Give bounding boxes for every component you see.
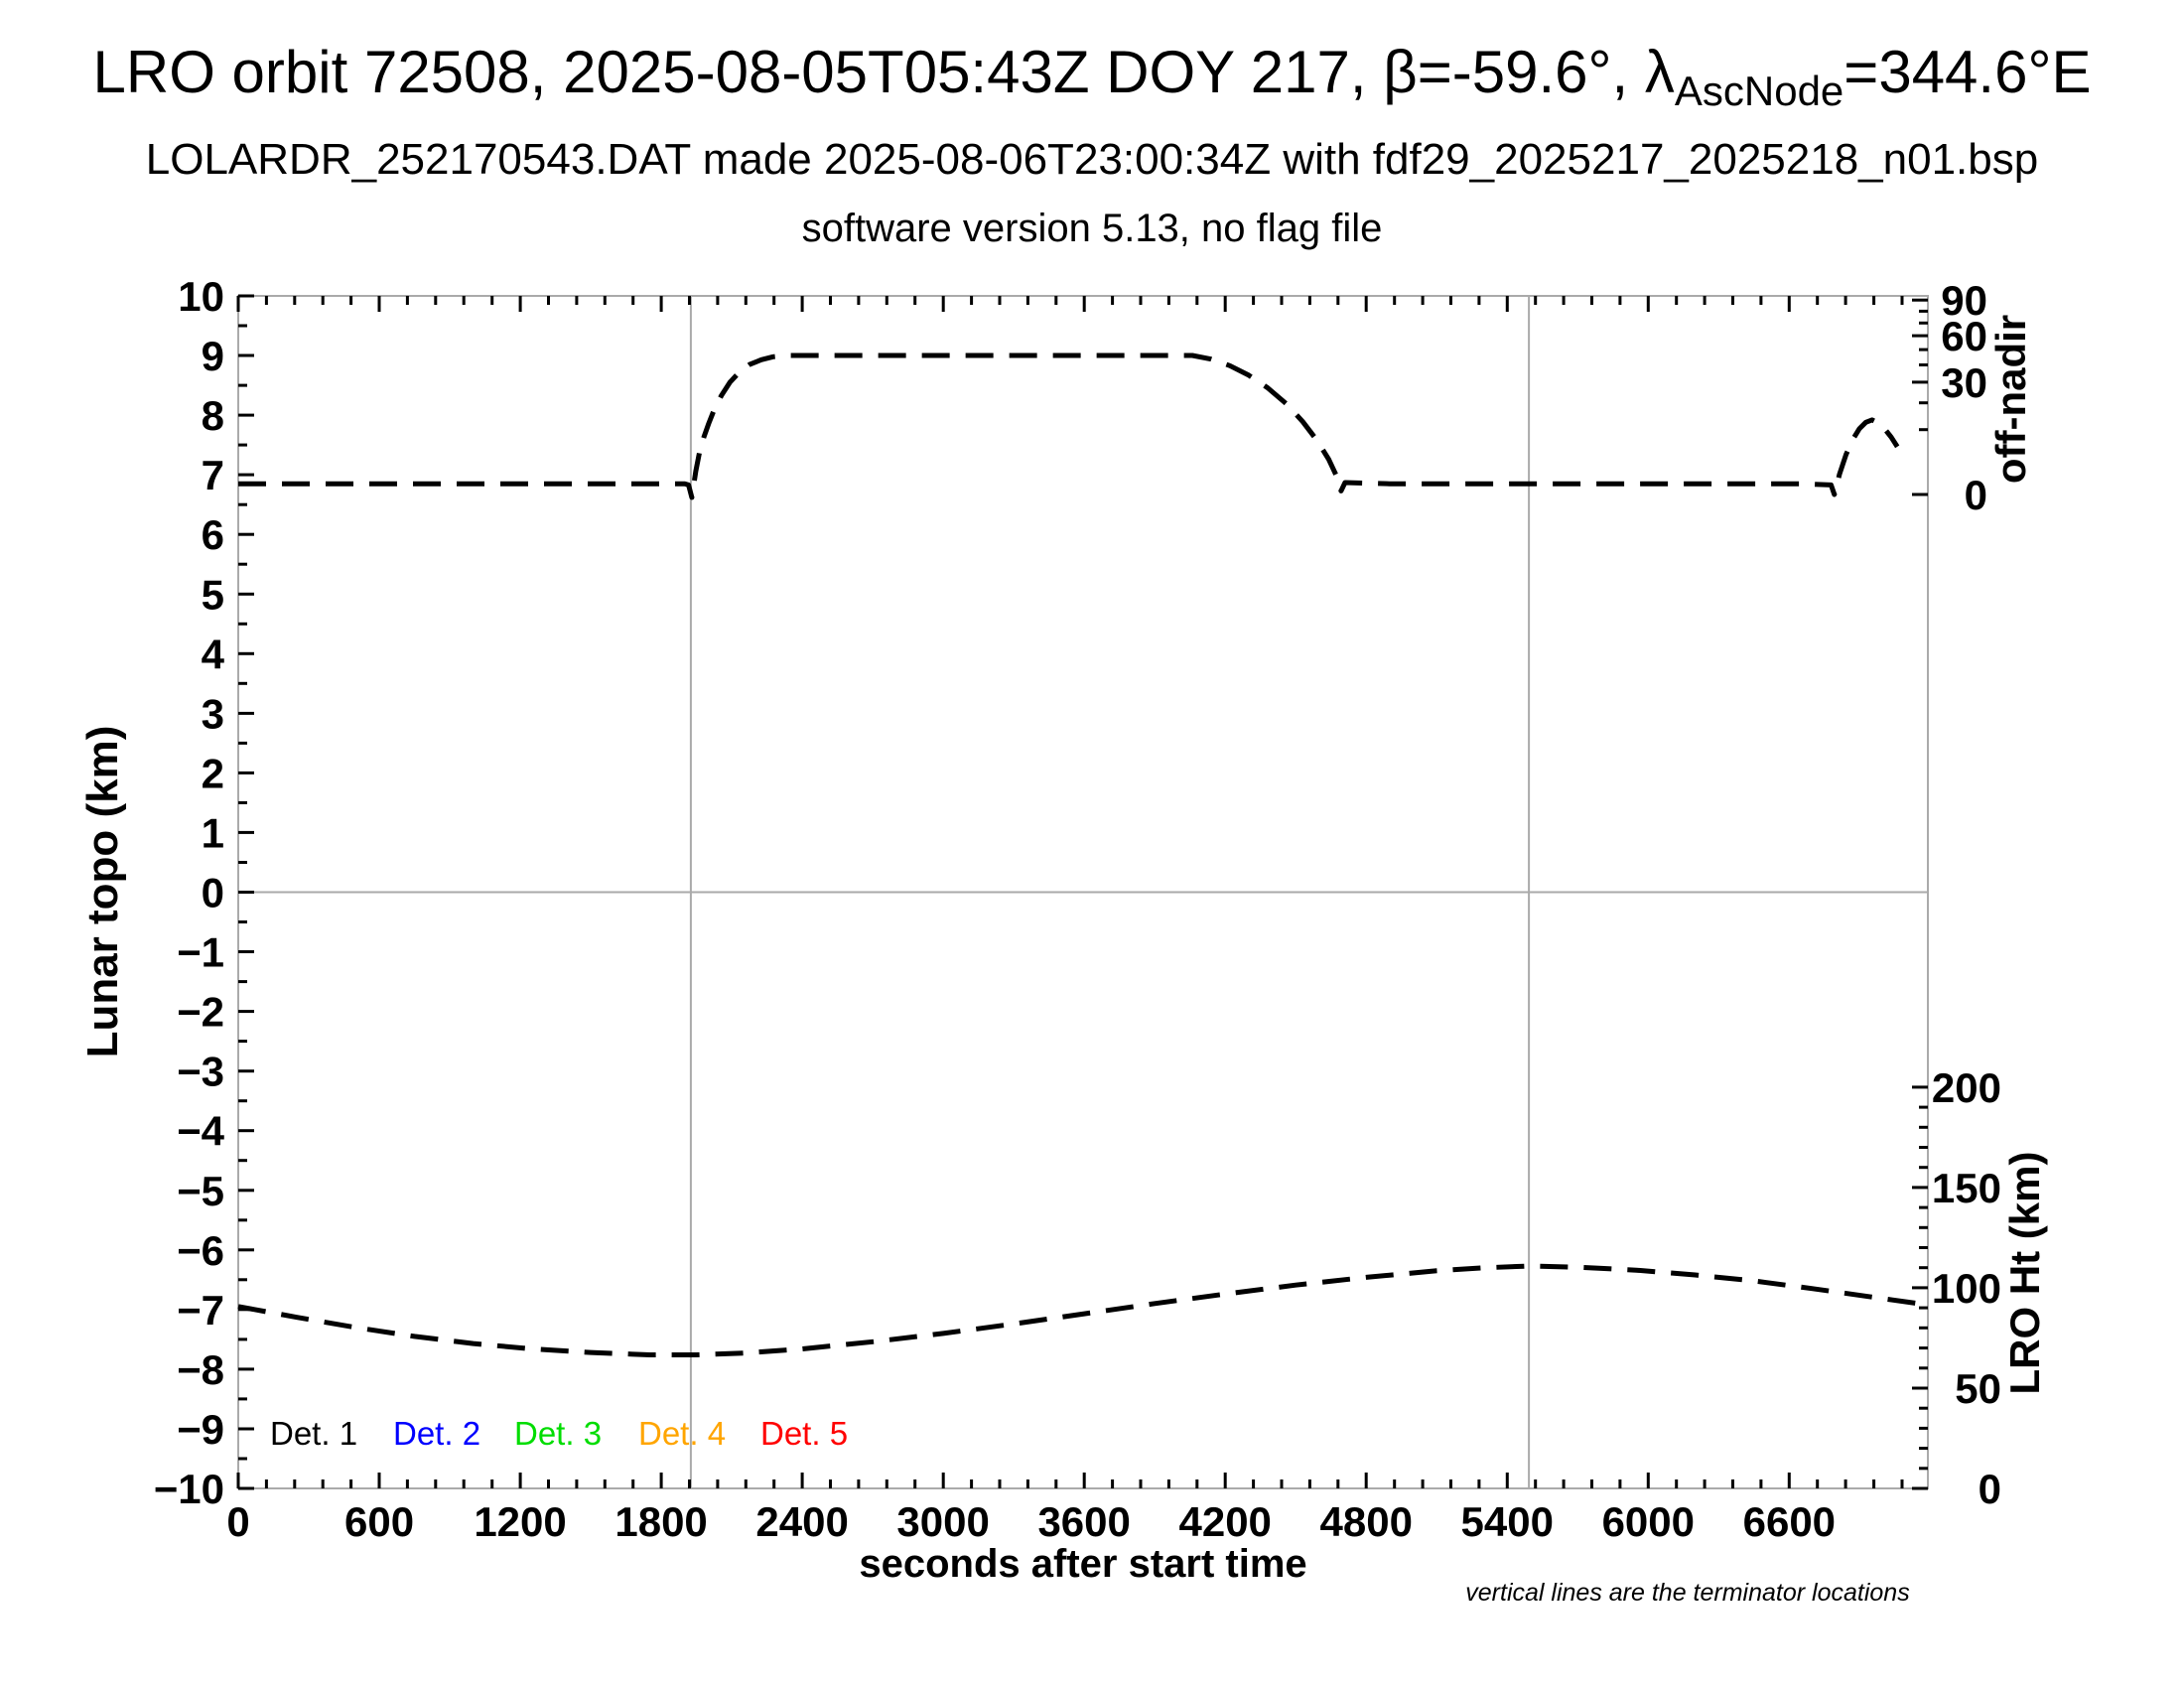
- offnadir-tick-label: 90: [1941, 277, 1987, 324]
- x-tick-label: 4200: [1178, 1498, 1271, 1545]
- y-left-tick-label: 2: [202, 750, 224, 796]
- y-left-tick-label: 10: [178, 273, 224, 320]
- y-left-tick-label: 1: [202, 809, 224, 856]
- x-tick-label: 6600: [1743, 1498, 1836, 1545]
- plot-subtitle-software: software version 5.13, no flag file: [801, 207, 1383, 250]
- x-tick-label: 6000: [1602, 1498, 1695, 1545]
- lro-height-curve: [237, 1263, 1929, 1357]
- offnadir-tick-label: 30: [1941, 359, 1987, 406]
- x-tick-label: 5400: [1461, 1498, 1554, 1545]
- legend-item-det5: Det. 5: [760, 1415, 848, 1452]
- y-left-tick-label: 6: [202, 511, 224, 558]
- y-left-tick-label: −2: [177, 989, 224, 1036]
- plot-title-suffix: =344.6°E: [1843, 39, 2092, 105]
- y-left-tick-label: 7: [202, 452, 224, 498]
- legend-item-det1: Det. 1: [270, 1415, 357, 1452]
- y-left-tick-label: 8: [202, 392, 224, 439]
- plot-title-subscript: AscNode: [1674, 68, 1844, 114]
- y-left-tick-label: −3: [177, 1049, 224, 1095]
- lroht-tick-label: 100: [1932, 1265, 2001, 1312]
- legend-item-det3: Det. 3: [514, 1415, 602, 1452]
- y-left-tick-label: 0: [202, 870, 224, 916]
- left-axis-title: Lunar topo (km): [78, 726, 127, 1058]
- x-tick-label: 0: [226, 1498, 249, 1545]
- off-nadir-curve: [238, 352, 1900, 500]
- x-tick-label: 2400: [755, 1498, 848, 1545]
- lroht-tick-label: 200: [1932, 1064, 2001, 1111]
- lroht-tick-label: 0: [1979, 1466, 2001, 1512]
- y-left-tick-label: −10: [154, 1466, 224, 1512]
- offnadir-tick-label: 0: [1965, 472, 1987, 518]
- plot-subtitle-filename: LOLARDR_252170543.DAT made 2025-08-06T23…: [145, 135, 2039, 184]
- offnadir-tick-label: 60: [1941, 313, 1987, 359]
- y-left-tick-label: 9: [202, 333, 224, 379]
- y-left-tick-label: 5: [202, 571, 224, 618]
- x-tick-label: 4800: [1320, 1498, 1413, 1545]
- legend-item-det4: Det. 4: [638, 1415, 726, 1452]
- offnadir-axis-title: off-nadir: [1987, 315, 2034, 484]
- x-tick-label: 3600: [1037, 1498, 1130, 1545]
- x-tick-label: 3000: [896, 1498, 989, 1545]
- y-left-tick-label: −7: [177, 1287, 224, 1334]
- lroht-axis-title: LRO Ht (km): [2001, 1152, 2048, 1395]
- y-left-tick-label: −8: [177, 1346, 224, 1393]
- terminator-footnote: vertical lines are the terminator locati…: [1465, 1579, 1909, 1607]
- y-left-tick-label: −9: [177, 1406, 224, 1453]
- y-left-tick-label: −1: [177, 929, 224, 976]
- x-tick-label: 1800: [614, 1498, 707, 1545]
- x-axis-title: seconds after start time: [859, 1542, 1306, 1586]
- plot-title-main: LRO orbit 72508, 2025-08-05T05:43Z DOY 2…: [92, 39, 1675, 105]
- lroht-tick-label: 50: [1955, 1365, 2001, 1412]
- lroht-tick-label: 150: [1932, 1165, 2001, 1211]
- y-left-tick-label: −4: [177, 1108, 225, 1155]
- y-left-tick-label: −5: [177, 1168, 224, 1214]
- y-left-tick-label: 4: [202, 631, 225, 677]
- x-tick-label: 1200: [474, 1498, 566, 1545]
- y-left-tick-label: −6: [177, 1227, 224, 1274]
- plot-title: LRO orbit 72508, 2025-08-05T05:43Z DOY 2…: [0, 38, 2184, 115]
- legend-item-det2: Det. 2: [393, 1415, 480, 1452]
- x-tick-label: 600: [344, 1498, 414, 1545]
- y-left-tick-label: 3: [202, 690, 224, 737]
